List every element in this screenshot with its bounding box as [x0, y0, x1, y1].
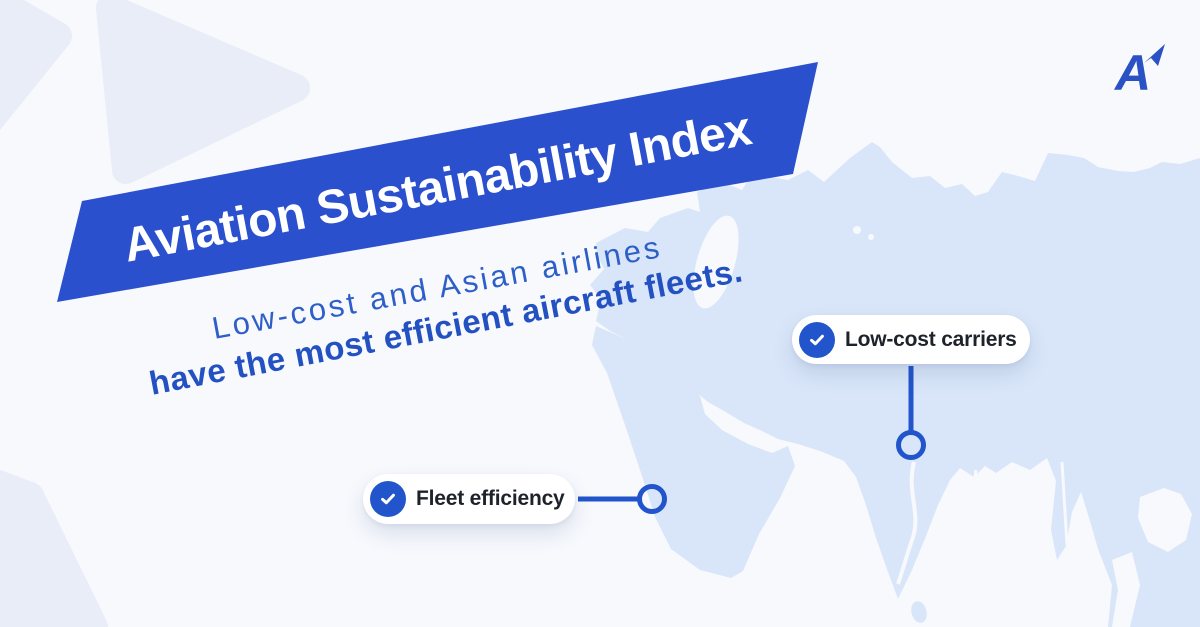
map-water-cutouts — [693, 215, 1192, 627]
map-marker-ring-fleet — [637, 484, 667, 514]
river-2 — [969, 469, 978, 506]
check-icon — [799, 321, 835, 358]
decor-triangles — [0, 0, 310, 627]
connectors — [578, 366, 926, 514]
logo-letter: A — [1113, 45, 1151, 101]
check-icon — [370, 481, 406, 517]
asia-map — [590, 142, 1200, 627]
decor-triangle-top-left-edge — [0, 0, 72, 131]
callout-label-lowcost: Low-cost carriers — [845, 327, 1017, 351]
map-marker-ring-lowcost — [896, 430, 926, 460]
island-southeast — [1138, 612, 1162, 627]
decor-triangle-bottom-left — [0, 469, 108, 627]
island-sri-lanka — [911, 601, 927, 623]
map-arabian-peninsula — [592, 326, 795, 578]
brand-logo: A — [1113, 44, 1165, 101]
gulf-notch-southeast — [1112, 552, 1140, 627]
sea-notch-east — [1138, 488, 1192, 552]
caspian-sea — [693, 215, 739, 309]
lake-dot-2 — [868, 234, 874, 240]
banner-ribbon — [57, 62, 818, 302]
arrow-icon — [1144, 44, 1165, 66]
map-mainland — [590, 142, 1200, 627]
callout-pill-fleet[interactable]: Fleet efficiency — [363, 474, 575, 524]
river-1 — [896, 461, 918, 585]
callout-label-fleet: Fleet efficiency — [416, 487, 565, 510]
lake-dot-1 — [853, 226, 861, 234]
map-rivers — [896, 461, 1069, 585]
callout-pill-lowcost[interactable]: Low-cost carriers — [792, 315, 1030, 364]
map-islands — [911, 601, 1162, 627]
river-3 — [1060, 461, 1069, 546]
decor-triangle-large — [96, 0, 310, 184]
